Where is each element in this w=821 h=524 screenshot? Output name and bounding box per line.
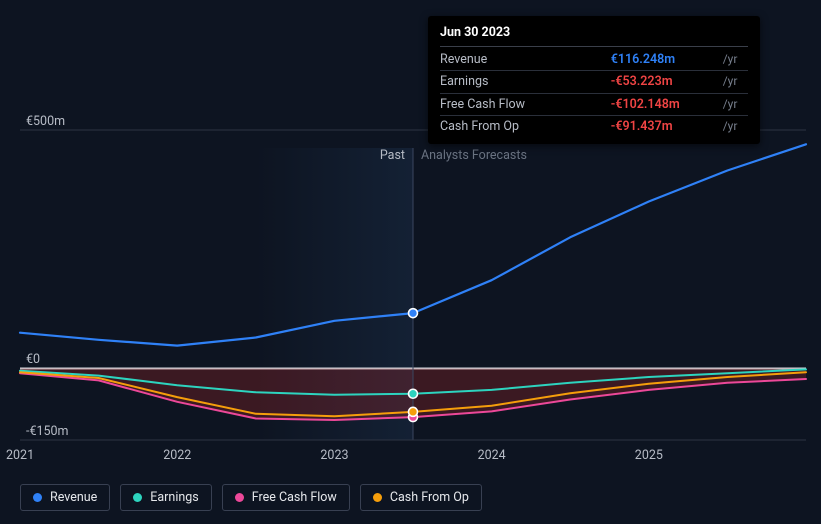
legend-item-label: Free Cash Flow [252,490,337,505]
financials-chart: €500m€0-€150m 20212022202320242025 Past … [0,0,821,524]
section-label-past: Past [380,148,405,163]
legend-item-cfo[interactable]: Cash From Op [360,484,482,511]
y-tick-label: -€150m [26,424,69,439]
marker-cfo [409,407,418,416]
legend-item-revenue[interactable]: Revenue [20,484,110,511]
tooltip-row-label: Earnings [440,71,611,94]
tooltip-row: Cash From Op-€91.437m/yr [440,116,748,138]
tooltip-row-value: -€91.437m [611,116,719,138]
legend-item-fcf[interactable]: Free Cash Flow [222,484,350,511]
x-tick-label: 2022 [163,448,191,463]
x-tick-label: 2023 [320,448,348,463]
y-tick-label: €0 [26,352,40,367]
tooltip-row-label: Revenue [440,49,611,71]
chart-legend: Revenue Earnings Free Cash Flow Cash From O… [20,484,482,511]
tooltip-row: Free Cash Flow-€102.148m/yr [440,93,748,116]
section-label-forecast: Analysts Forecasts [421,148,527,163]
marker-revenue [409,309,418,318]
legend-item-label: Revenue [50,490,97,505]
data-tooltip: Jun 30 2023 Revenue€116.248m/yrEarnings-… [428,16,760,144]
y-tick-label: €500m [26,114,65,129]
tooltip-row-label: Free Cash Flow [440,93,611,116]
legend-item-label: Cash From Op [390,490,469,505]
tooltip-row-unit: /yr [719,93,748,116]
x-tick-label: 2024 [478,448,506,463]
tooltip-row-label: Cash From Op [440,116,611,138]
x-tick-label: 2025 [635,448,663,463]
tooltip-title: Jun 30 2023 [440,24,748,47]
tooltip-row: Earnings-€53.223m/yr [440,71,748,94]
tooltip-row-value: €116.248m [611,49,719,71]
legend-dot-icon [373,493,382,502]
tooltip-row-unit: /yr [719,116,748,138]
legend-dot-icon [133,493,142,502]
tooltip-row: Revenue€116.248m/yr [440,49,748,71]
legend-dot-icon [235,493,244,502]
tooltip-row-value: -€53.223m [611,71,719,94]
legend-dot-icon [33,493,42,502]
legend-item-label: Earnings [150,490,198,505]
x-tick-label: 2021 [6,448,34,463]
tooltip-row-unit: /yr [719,49,748,71]
marker-earnings [409,389,418,398]
tooltip-row-unit: /yr [719,71,748,94]
tooltip-row-value: -€102.148m [611,93,719,116]
legend-item-earnings[interactable]: Earnings [120,484,211,511]
